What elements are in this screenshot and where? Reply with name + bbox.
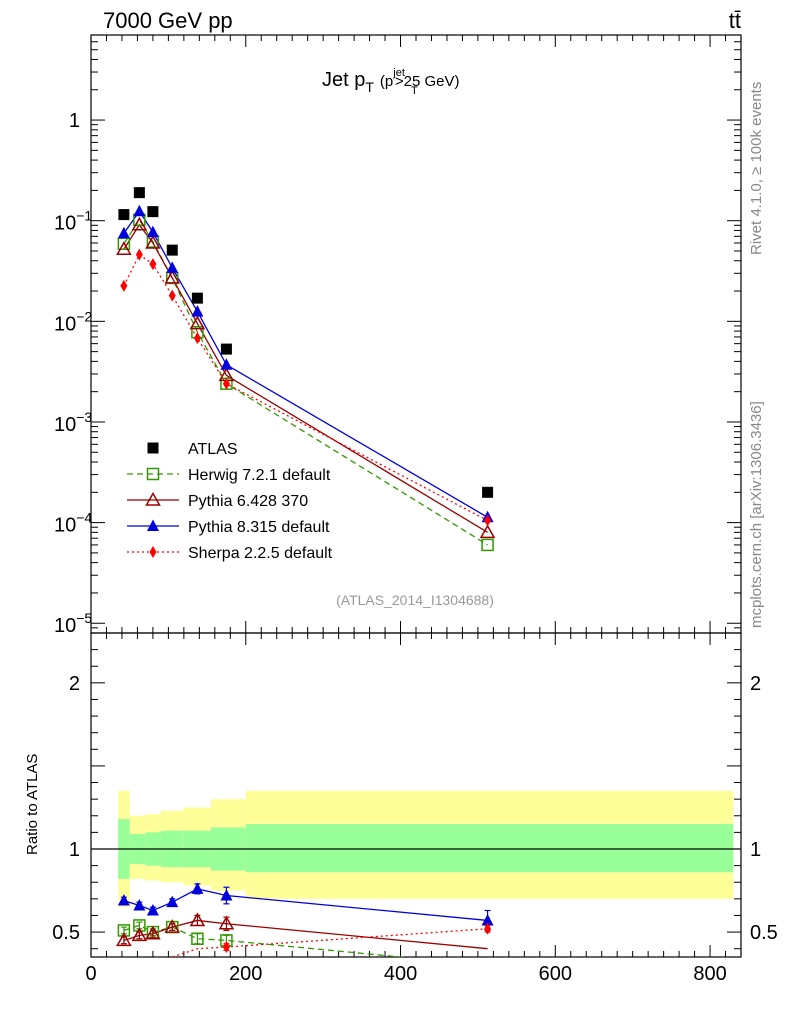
sherpa-point: [168, 289, 176, 302]
atlas-point: [147, 206, 159, 218]
sherpa-point: [120, 279, 128, 292]
atlas-point: [220, 343, 232, 355]
pythia6-line: [123, 223, 488, 533]
legend-atlas-marker: [147, 442, 159, 454]
sherpa-point: [193, 332, 201, 345]
main-plot-frame: [90, 34, 742, 634]
pythia6-ratio-point: [164, 919, 181, 933]
main-series-markers: [116, 187, 496, 552]
pythia6-ratio-point: [131, 927, 148, 942]
ratio-y-tick-label-right: 1: [750, 839, 761, 861]
sherpa-ratio-line: [170, 928, 488, 957]
atlas-point: [166, 244, 178, 256]
herwig-ratio-point: [117, 924, 131, 937]
pythia6-point: [145, 234, 161, 249]
pythia6-ratio-point: [116, 932, 132, 947]
sherpa-ratio-point: [484, 922, 492, 935]
pythia8-point: [220, 358, 233, 370]
ratio-y-tick-label-right: 0.5: [750, 922, 778, 944]
atlas-point: [118, 209, 130, 221]
mcplots-label: mcplots.cern.ch [arXiv:1306.3436]: [748, 401, 765, 628]
atlas-point: [191, 292, 203, 304]
legend-sherpa-marker: [149, 546, 157, 558]
atlas-point: [133, 187, 145, 199]
sherpa-point: [222, 377, 230, 390]
y-tick-label: 10−5: [54, 610, 92, 637]
y-tick-label: 1: [69, 110, 80, 132]
title-sup-jet: jet: [392, 67, 405, 79]
pythia8-ratio-point: [133, 898, 146, 911]
ratio-ylabel: Ratio to ATLAS: [24, 754, 41, 855]
x-tick-label: 200: [229, 963, 262, 985]
pythia8-point: [146, 225, 159, 238]
y-tick-label: 10−2: [54, 308, 92, 335]
x-tick-label: 600: [539, 963, 572, 985]
green-band-bin: [245, 824, 734, 873]
legend-herwig-marker: [146, 467, 160, 481]
pythia8-ratio-point: [146, 903, 159, 916]
ratio-series-lines: [123, 888, 488, 957]
herwig-point: [481, 538, 494, 552]
title-paren-open: (p: [380, 73, 393, 90]
title-main: Jet p: [322, 69, 365, 91]
pythia8-point: [117, 226, 130, 239]
ratio-y-tick-label: 0.5: [52, 922, 80, 944]
pythia8-ratio-point: [481, 913, 494, 926]
sherpa-ratio-point: [222, 941, 230, 954]
pythia6-point: [189, 315, 206, 330]
ratio-y-tick-label: 1: [69, 839, 80, 861]
title-sub-t: T: [365, 79, 374, 95]
ratio-y-tick-label: 2: [69, 673, 80, 695]
y-tick-label: 10−3: [54, 409, 92, 436]
sherpa-point: [149, 258, 157, 271]
process-label: tt̄: [729, 8, 741, 33]
ratio-y-tick-label-right: 2: [750, 673, 761, 695]
pythia8-point: [133, 204, 146, 217]
herwig-ratio-point: [191, 932, 204, 945]
pythia8-ratio-point: [117, 894, 130, 906]
pythia8-point: [191, 305, 204, 317]
pythia6-point: [116, 241, 132, 256]
pythia6-ratio-point: [145, 925, 161, 940]
y-tick-label: 10−1: [54, 208, 92, 235]
axis-ticks: 1 10−1 10−2 10−3 10−4 10−5 0.5 0.5 1 1 2 2 0 200 400 60…: [52, 34, 778, 985]
ratio-series-markers: [116, 882, 494, 954]
legend-sherpa-label: Sherpa 2.2.5 default: [188, 545, 333, 562]
legend: ATLAS Herwig 7.2.1 default Pythia 6.428 37…: [127, 441, 333, 562]
pythia6-ratio-point: [189, 912, 206, 927]
title-sub-t2: T: [411, 85, 418, 97]
legend-pythia6-label: Pythia 6.428 370: [188, 493, 308, 510]
rivet-label: Rivet 4.1.0, ≥ 100k events: [748, 82, 765, 255]
legend-herwig-label: Herwig 7.2.1 default: [188, 467, 331, 484]
pythia8-ratio-point: [220, 889, 233, 901]
pythia6-point: [479, 524, 496, 539]
y-tick-label: 10−4: [54, 510, 92, 537]
ratio-uncertainty-bands: [118, 790, 734, 908]
x-tick-label: 800: [693, 963, 726, 985]
title-rest: >25 GeV): [395, 73, 460, 90]
analysis-watermark: (ATLAS_2014_I1304688): [336, 592, 494, 608]
legend-pythia8-label: Pythia 8.315 default: [188, 519, 330, 536]
pythia6-ratio-point: [218, 915, 235, 930]
atlas-point: [482, 486, 494, 498]
sherpa-point: [135, 248, 143, 261]
main-title: Jet pT (pjet>25 GeV): [322, 67, 460, 95]
energy-label: 7000 GeV pp: [103, 8, 233, 33]
pythia6-point: [131, 216, 148, 231]
pythia8-point: [166, 261, 179, 273]
pythia6-point: [164, 269, 181, 284]
x-tick-label: 400: [384, 963, 417, 985]
sherpa-point: [484, 514, 492, 527]
herwig-ratio-point: [133, 919, 146, 932]
legend-atlas-label: ATLAS: [188, 441, 238, 458]
x-tick-label: 0: [85, 963, 96, 985]
legend-pythia6-marker: [145, 491, 161, 506]
pythia8-ratio-point: [166, 895, 179, 908]
legend-pythia8-marker: [147, 519, 159, 531]
pythia8-ratio-point: [191, 882, 204, 894]
